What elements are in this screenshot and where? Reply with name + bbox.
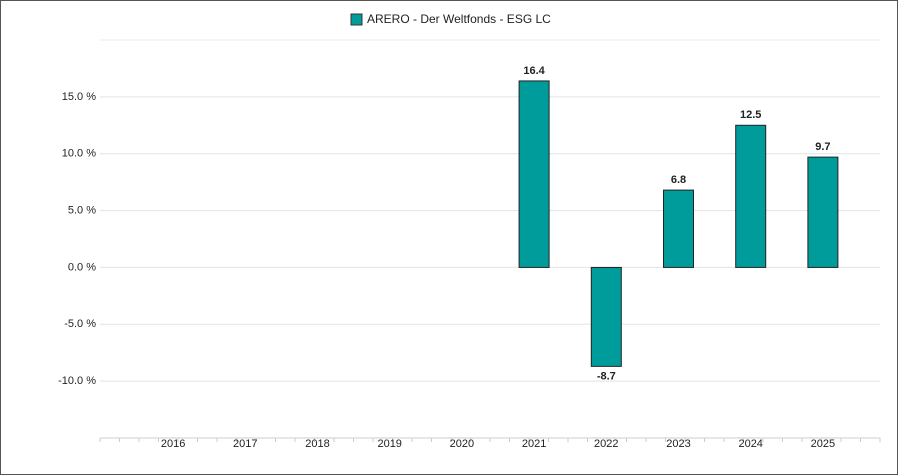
x-tick-label: 2020 [450,438,474,450]
y-tick-label: 10.0 % [62,148,96,160]
data-label: 9.7 [815,141,830,153]
x-tick-label: 2016 [161,438,185,450]
x-tick-label: 2023 [666,438,690,450]
data-label: 12.5 [740,109,761,121]
data-label: 16.4 [523,65,545,77]
x-tick-label: 2022 [594,438,618,450]
bar [518,80,550,268]
data-label: 6.8 [671,174,686,186]
x-tick-label: 2024 [738,438,762,450]
x-tick-label: 2017 [233,438,257,450]
y-tick-label: -5.0 % [64,318,96,330]
bar [590,266,622,367]
x-tick-label: 2019 [377,438,401,450]
bar [807,156,839,268]
bar [663,189,694,268]
y-tick-label: 5.0 % [68,204,96,216]
y-tick-label: 15.0 % [62,91,96,103]
legend-swatch [350,13,363,26]
x-tick-label: 2025 [811,438,835,450]
bar [735,124,767,268]
x-tick-label: 2018 [305,438,329,450]
y-tick-label: -10.0 % [58,375,96,387]
data-label: -8.7 [597,370,616,382]
x-tick-label: 2021 [522,438,546,450]
legend-label: ARERO - Der Weltfonds - ESG LC [367,12,551,26]
y-tick-label: 0.0 % [68,261,96,273]
